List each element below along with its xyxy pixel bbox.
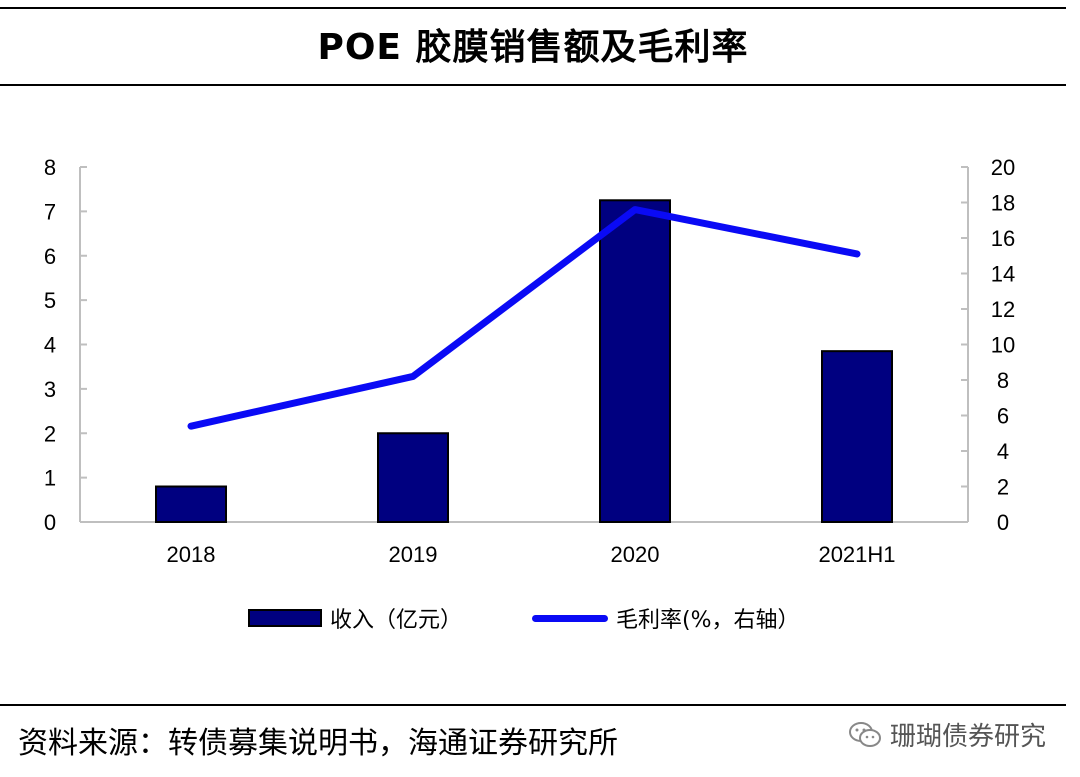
y-right-tick-label: 6 [997,404,1009,429]
line-gross-margin [187,206,861,430]
y-right-tick-label: 4 [997,439,1009,464]
bar-revenue [155,485,227,523]
y-right-tick-label: 10 [991,333,1015,358]
line-point [190,425,192,428]
x-tick-label: 2018 [167,542,216,567]
bar-revenue [821,350,893,523]
chart-title: POE 胶膜销售额及毛利率 [317,27,749,68]
bar-revenue [377,432,449,523]
y-right-tick-label: 20 [991,155,1015,180]
x-tick-label: 2021H1 [818,542,895,567]
y-left-tick-label: 3 [44,377,56,402]
bottom-rule [0,704,1066,706]
wechat-icon [849,721,881,747]
y-right-tick-label: 18 [991,191,1015,216]
x-tick-label: 2020 [611,542,660,567]
legend-swatch-bar [248,609,322,627]
y-right-tick-label: 16 [991,226,1015,251]
y-left-tick-label: 2 [44,421,56,446]
legend-swatch-line [532,614,608,622]
line-point [412,375,414,378]
watermark-text: 珊瑚债券研究 [890,722,1047,752]
y-right-tick-label: 8 [997,368,1009,393]
y-left-tick-label: 5 [44,288,56,313]
legend: 收入（亿元） 毛利率(%，右轴） [0,602,1080,634]
line-point [856,252,858,255]
legend-item-margin: 毛利率(%，右轴） [532,602,800,634]
y-left-tick-label: 6 [44,244,56,269]
x-tick-label: 2019 [389,542,438,567]
title-rule [0,84,1066,86]
y-right-tick-label: 14 [991,262,1015,287]
legend-item-revenue: 收入（亿元） [248,602,462,634]
legend-label-margin: 毛利率(%，右轴） [616,608,800,633]
source-note: 资料来源：转债募集说明书，海通证券研究所 [18,726,618,761]
legend-label-revenue: 收入（亿元） [330,608,463,633]
y-right-tick-label: 2 [997,475,1009,500]
y-left-tick-label: 4 [44,333,56,358]
y-right-tick-label: 0 [997,510,1009,535]
y-left-tick-label: 1 [44,466,56,491]
y-left-tick-label: 0 [44,510,56,535]
bar-revenue [599,199,671,523]
y-right-tick-label: 12 [991,297,1015,322]
top-rule [0,7,1066,9]
line-point [634,208,636,211]
y-left-tick-label: 7 [44,199,56,224]
y-left-tick-label: 8 [44,155,56,180]
watermark: 珊瑚债券研究 [848,716,1046,753]
